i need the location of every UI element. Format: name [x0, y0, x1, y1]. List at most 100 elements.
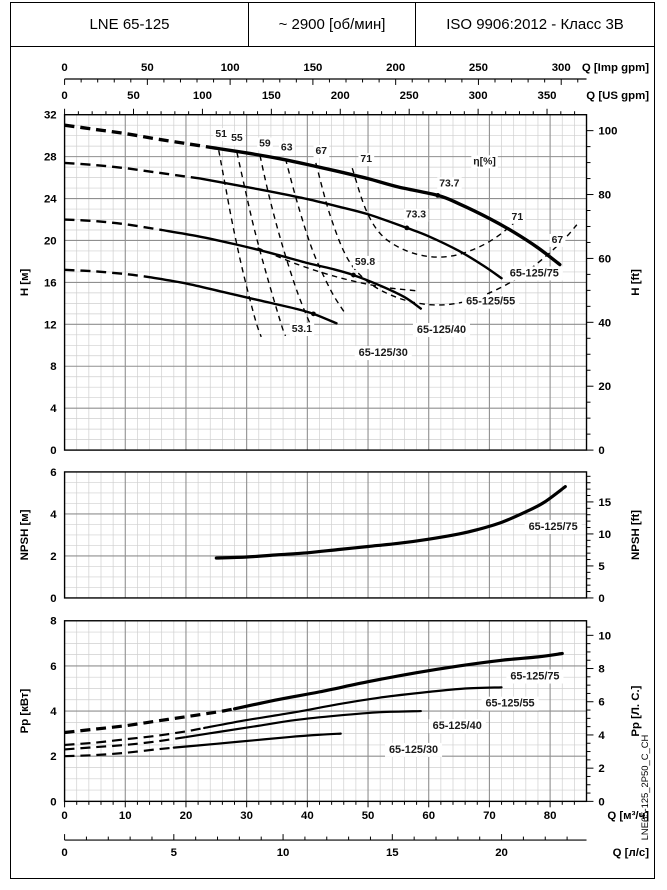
svg-text:80: 80 — [544, 810, 557, 822]
svg-text:4: 4 — [598, 730, 605, 742]
svg-text:20: 20 — [44, 235, 57, 247]
head-chart: 0 4 8 12 16 20 24 28 32 0 20 40 60 80 100 51 55 59 63 67 71 7… — [19, 110, 642, 457]
svg-text:0: 0 — [598, 593, 604, 605]
top-flow-axes: 0 50 100 150 200 250 300 Q [Imp gpm] 0 50 100 150 20… — [61, 62, 649, 115]
svg-text:H [м]: H [м] — [19, 268, 31, 296]
head-curve-labels: 65-125/75 65-125/55 65-125/40 65-125/30 — [354, 266, 563, 361]
svg-text:67: 67 — [552, 235, 564, 246]
svg-text:40: 40 — [301, 810, 314, 822]
svg-text:65-125/75: 65-125/75 — [510, 267, 559, 279]
test-standard: ISO 9906:2012 - Класс 3В — [446, 16, 624, 33]
curve-65-125/75 — [214, 485, 567, 560]
svg-text:150: 150 — [262, 90, 281, 102]
best-efficiency-point — [435, 193, 441, 198]
svg-text:0: 0 — [50, 796, 56, 808]
svg-text:65-125/40: 65-125/40 — [433, 720, 482, 732]
head-left-axis: 0 4 8 12 16 20 24 28 32 — [44, 110, 57, 457]
svg-text:71: 71 — [360, 154, 372, 165]
power-chart: 02468024681065-125/7565-125/5565-125/406… — [19, 616, 642, 809]
efficiency-contour-59 — [259, 155, 313, 328]
svg-text:15: 15 — [386, 847, 399, 859]
curve-65-125/30-min-flow — [64, 746, 174, 758]
svg-text:300: 300 — [469, 90, 488, 102]
document-frame: LNE 65-125 ~ 2900 [об/мин] ISO 9906:2012… — [10, 2, 655, 879]
best-efficiency-point — [404, 225, 410, 231]
npsh-curve-labels: 65-125/75 — [524, 520, 582, 534]
svg-text:200: 200 — [386, 62, 405, 74]
curve-65-125/40 — [184, 709, 422, 739]
npsh-curves — [214, 485, 567, 560]
svg-text:350: 350 — [538, 90, 557, 102]
svg-text:20: 20 — [598, 381, 611, 393]
svg-text:8: 8 — [598, 664, 604, 676]
svg-text:8: 8 — [50, 616, 56, 628]
power-right-axis: 0 2 4 6 8 10 — [586, 626, 611, 808]
svg-text:Q [м³/ч]: Q [м³/ч] — [607, 810, 649, 822]
svg-text:150: 150 — [303, 62, 322, 74]
svg-text:η[%]: η[%] — [473, 156, 496, 167]
svg-text:50: 50 — [127, 90, 140, 102]
best-efficiency-point — [311, 311, 316, 317]
svg-text:71: 71 — [512, 212, 524, 223]
svg-text:73.3: 73.3 — [406, 210, 426, 221]
efficiency-contour-55 — [236, 152, 287, 337]
svg-text:10: 10 — [598, 529, 611, 541]
svg-text:65-125/75: 65-125/75 — [510, 671, 559, 683]
svg-text:73.7: 73.7 — [439, 178, 459, 189]
svg-text:65-125/40: 65-125/40 — [417, 324, 466, 336]
document-code: LNE65-125_2P50_C_CH — [639, 734, 650, 840]
svg-text:250: 250 — [469, 62, 488, 74]
svg-text:10: 10 — [277, 847, 290, 859]
svg-text:2: 2 — [598, 763, 604, 775]
svg-text:Pp [Л. С.]: Pp [Л. С.] — [630, 685, 642, 736]
head-grid — [64, 114, 587, 451]
power-left-axis: 0 2 4 6 8 — [50, 616, 57, 809]
svg-text:65-125/55: 65-125/55 — [466, 296, 515, 308]
curve-65-125/55 — [203, 686, 503, 730]
svg-text:250: 250 — [400, 90, 419, 102]
svg-text:20: 20 — [180, 810, 193, 822]
svg-text:100: 100 — [598, 126, 617, 138]
svg-text:80: 80 — [598, 190, 611, 202]
efficiency-contour-51 — [218, 150, 262, 338]
svg-text:300: 300 — [552, 62, 571, 74]
efficiency-contour-71 — [351, 167, 526, 258]
svg-text:59.8: 59.8 — [355, 257, 375, 268]
svg-text:51: 51 — [215, 129, 227, 140]
svg-text:63: 63 — [281, 143, 293, 154]
curve-65-125/75 — [214, 146, 562, 267]
title-block: LNE 65-125 ~ 2900 [об/мин] ISO 9906:2012… — [11, 3, 654, 47]
svg-text:LNE65-125_2P50_C_CH: LNE65-125_2P50_C_CH — [639, 734, 650, 840]
svg-text:0: 0 — [61, 62, 67, 74]
svg-text:28: 28 — [44, 152, 57, 164]
svg-text:65-125/30: 65-125/30 — [389, 744, 438, 756]
svg-text:40: 40 — [598, 317, 611, 329]
svg-text:10: 10 — [598, 630, 611, 642]
curve-65-125/30 — [148, 275, 338, 325]
efficiency-contour-63 — [284, 158, 347, 316]
svg-text:0: 0 — [61, 847, 67, 859]
curve-65-125/75 — [232, 651, 564, 711]
curve-65-125/30-min-flow — [64, 268, 150, 279]
svg-text:60: 60 — [422, 810, 435, 822]
svg-text:6: 6 — [50, 467, 56, 479]
svg-text:200: 200 — [331, 90, 350, 102]
svg-text:4: 4 — [50, 403, 57, 415]
npsh-chart: 0 2 4 6 0 5 10 15 65-125/75 NPSH [м] NPSH [ft] — [19, 467, 642, 605]
curve-65-125/40-min-flow — [64, 218, 162, 232]
svg-text:5: 5 — [598, 561, 605, 573]
svg-text:NPSH [ft]: NPSH [ft] — [630, 510, 642, 560]
svg-text:32: 32 — [44, 110, 57, 122]
svg-text:10: 10 — [119, 810, 132, 822]
svg-text:0: 0 — [598, 445, 604, 457]
svg-text:24: 24 — [44, 194, 57, 206]
svg-text:16: 16 — [44, 277, 57, 289]
svg-text:Pp [кВт]: Pp [кВт] — [19, 689, 31, 734]
pump-model: LNE 65-125 — [11, 3, 249, 46]
svg-text:60: 60 — [598, 253, 611, 265]
svg-text:8: 8 — [50, 361, 56, 373]
curve-65-125/55-min-flow — [64, 161, 202, 180]
svg-text:Q [Imp gpm]: Q [Imp gpm] — [582, 62, 649, 74]
